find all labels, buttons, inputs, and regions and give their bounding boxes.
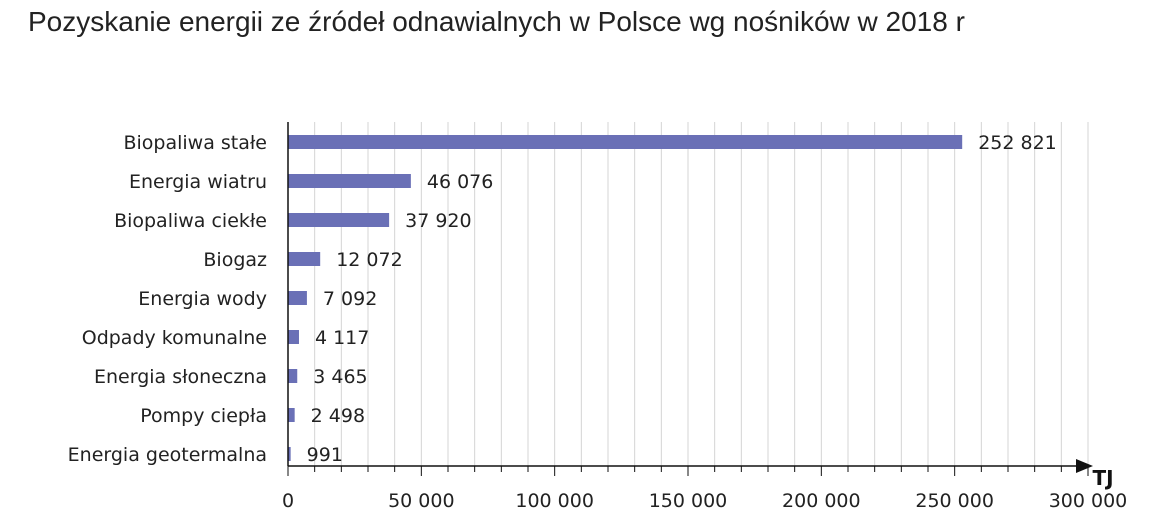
category-label: Biogaz	[203, 249, 267, 271]
bar	[288, 330, 299, 344]
bar	[288, 252, 321, 266]
data-label: 4 117	[315, 327, 369, 349]
category-label: Odpady komunalne	[82, 327, 267, 349]
data-label: 2 498	[311, 405, 365, 427]
bar	[288, 369, 298, 383]
chart-title: Pozyskanie energii ze źródeł odnawialnyc…	[28, 6, 965, 37]
category-label: Pompy ciepła	[140, 405, 267, 427]
data-label: 37 920	[405, 210, 471, 232]
x-tick-label: 300 000	[1049, 490, 1128, 512]
x-tick-label: 0	[282, 490, 294, 512]
category-label: Biopaliwa stałe	[123, 132, 267, 154]
data-label: 46 076	[427, 171, 493, 193]
category-label: Biopaliwa ciekłe	[114, 210, 267, 232]
category-label: Energia wiatru	[129, 171, 267, 193]
category-label: Energia geotermalna	[68, 444, 267, 466]
x-tick-label: 50 000	[388, 490, 454, 512]
bar	[288, 447, 291, 461]
bar	[288, 174, 411, 188]
data-label: 3 465	[313, 366, 367, 388]
bar	[288, 213, 390, 227]
data-label: 991	[307, 444, 343, 466]
category-label: Energia wody	[138, 288, 267, 310]
bar	[288, 408, 295, 422]
x-tick-label: 100 000	[515, 490, 594, 512]
x-tick-label: 200 000	[782, 490, 861, 512]
x-axis-arrow	[1076, 459, 1093, 473]
data-label: 7 092	[323, 288, 377, 310]
x-tick-label: 250 000	[915, 490, 994, 512]
bar	[288, 291, 307, 305]
bar	[288, 135, 963, 149]
x-axis-unit-label: TJ	[1092, 466, 1113, 490]
data-label: 252 821	[978, 132, 1057, 154]
x-tick-label: 150 000	[649, 490, 728, 512]
data-label: 12 072	[336, 249, 402, 271]
category-label: Energia słoneczna	[94, 366, 267, 388]
